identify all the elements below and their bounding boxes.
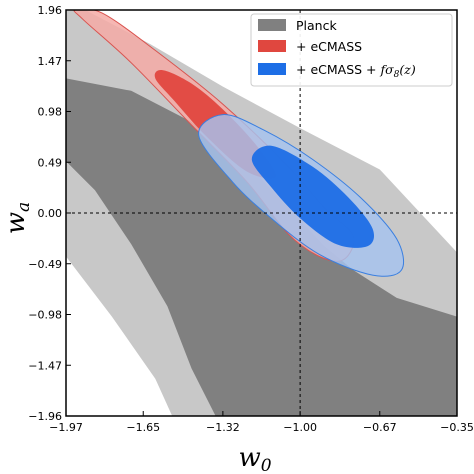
legend-label-planck: Planck <box>296 18 337 33</box>
x-tick-label: −1.00 <box>283 421 317 434</box>
y-tick-label: 0.00 <box>38 207 63 220</box>
x-tick-label: −0.67 <box>363 421 397 434</box>
y-tick-label: 0.98 <box>38 106 63 119</box>
x-tick-label: −0.35 <box>440 421 474 434</box>
contour-regions <box>66 10 457 416</box>
y-tick-label: −0.98 <box>28 309 62 322</box>
legend-swatch-ecmass-fsigma8 <box>258 63 286 75</box>
contour-planck-inner <box>66 78 457 416</box>
y-tick-label: −0.49 <box>28 258 62 271</box>
legend-label-ecmass-fsigma8: + eCMASS + fσ8(z) <box>296 62 416 80</box>
x-axis-ticks: −1.97 −1.65 −1.32 −1.00 −0.67 −0.35 <box>49 411 474 434</box>
y-tick-label: 1.96 <box>38 4 63 17</box>
x-tick-label: −1.32 <box>206 421 240 434</box>
x-axis-title: w0 <box>238 443 271 474</box>
x-tick-label: −1.97 <box>49 421 83 434</box>
y-tick-label: 0.49 <box>38 156 63 169</box>
y-axis-title: wa <box>1 202 34 234</box>
y-axis-ticks: −1.96 −1.47 −0.98 −0.49 0.00 0.49 0.98 1.47 1.96 <box>28 4 71 423</box>
y-tick-label: 1.47 <box>38 55 63 68</box>
legend-box <box>250 13 453 87</box>
legend-label-ecmass: + eCMASS <box>296 39 362 54</box>
legend: Planck + eCMASS + eCMASS + fσ8(z) <box>250 13 453 87</box>
x-tick-label: −1.65 <box>126 421 160 434</box>
y-tick-label: −1.47 <box>28 359 62 372</box>
y-tick-label: −1.96 <box>28 410 62 423</box>
legend-swatch-planck <box>258 19 286 31</box>
contour-ecmass-fsigma8-inner <box>251 145 375 248</box>
legend-swatch-ecmass <box>258 40 286 52</box>
